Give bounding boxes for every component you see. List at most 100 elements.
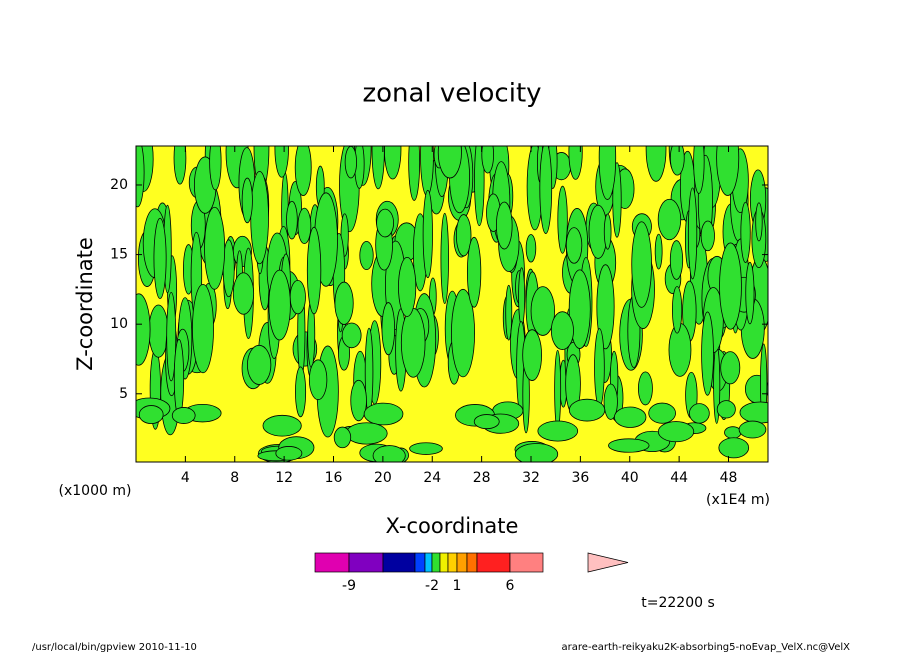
- colorbar-segment: [348, 552, 384, 573]
- field-blob: [474, 146, 485, 227]
- x-axis-label: X-coordinate: [386, 514, 519, 538]
- x-tick-label: 4: [181, 470, 190, 486]
- colorbar-segment: [439, 552, 449, 573]
- field-blob: [740, 201, 751, 263]
- field-blob: [518, 267, 526, 326]
- field-blob: [689, 403, 710, 424]
- field-blob: [400, 307, 426, 378]
- field-blob: [672, 286, 683, 334]
- time-label: t=22200 s: [641, 595, 715, 611]
- field-blob: [550, 311, 574, 350]
- x-tick-label: 12: [275, 470, 293, 486]
- field-blob: [718, 437, 750, 459]
- field-blob: [209, 146, 222, 191]
- field-blob: [204, 206, 226, 290]
- field-blob: [148, 304, 169, 358]
- colorbar-segment: [382, 552, 416, 573]
- field-blob: [381, 302, 396, 356]
- field-blob: [136, 293, 151, 366]
- colorbar-segment: [466, 552, 478, 573]
- field-blob: [637, 371, 653, 406]
- x-tick-label: 48: [720, 470, 738, 486]
- field-blob: [359, 240, 374, 271]
- field-blob: [537, 420, 579, 442]
- field-blob: [274, 146, 289, 178]
- field-blob: [669, 146, 685, 176]
- field-blob: [344, 146, 357, 179]
- field-blob: [268, 269, 291, 341]
- y-axis-label: Z-coordinate: [73, 237, 97, 371]
- field-blob: [687, 187, 698, 280]
- colorbar-segment: [424, 552, 433, 573]
- field-blob: [745, 261, 755, 325]
- field-blob: [350, 379, 367, 422]
- field-blob: [295, 366, 307, 418]
- field-blob: [568, 398, 606, 422]
- field-blob: [594, 328, 605, 408]
- field-blob: [668, 323, 692, 377]
- x-tick-label: 32: [522, 470, 540, 486]
- field-blob: [422, 189, 433, 279]
- field-blob: [250, 170, 269, 265]
- field-blob: [192, 283, 214, 374]
- field-blob: [173, 146, 187, 185]
- field-blob: [437, 146, 462, 179]
- x-tick-label: 16: [325, 470, 343, 486]
- field-blob: [383, 146, 402, 180]
- field-blob: [738, 420, 767, 439]
- field-blob: [138, 405, 164, 425]
- colorbar-segment: [314, 552, 350, 573]
- field-blob: [654, 233, 663, 270]
- field-blob: [371, 146, 385, 190]
- field-blob: [286, 200, 298, 240]
- field-blob: [376, 208, 394, 238]
- field-blob: [345, 422, 388, 445]
- field-blob: [608, 438, 650, 453]
- field-blob: [409, 442, 443, 455]
- field-blob: [568, 146, 583, 180]
- field-blob: [440, 212, 449, 305]
- field-blob: [612, 162, 622, 238]
- x-tick-label: 36: [571, 470, 589, 486]
- field-blob: [333, 426, 352, 449]
- field-blob: [262, 414, 302, 437]
- field-blob: [719, 242, 742, 330]
- field-blob: [568, 269, 591, 349]
- field-blob: [232, 272, 255, 315]
- contour-field: [136, 146, 768, 462]
- field-blob: [724, 426, 742, 439]
- field-blob: [565, 227, 583, 264]
- x-tick-label: 44: [670, 470, 688, 486]
- y-unit: (x1000 m): [59, 483, 132, 499]
- footer-left: /usr/local/bin/gpview 2010-11-10: [32, 642, 197, 653]
- field-blob: [657, 198, 682, 241]
- field-blob: [514, 443, 559, 462]
- field-blob: [720, 351, 741, 385]
- colorbar-tick-label: -9: [342, 578, 356, 594]
- field-blob: [455, 214, 472, 257]
- field-blob: [297, 207, 312, 245]
- field-blob: [289, 279, 306, 315]
- y-tick-label: 15: [110, 247, 128, 263]
- field-blob: [398, 256, 417, 317]
- field-blob: [136, 146, 145, 208]
- footer-right: arare-earth-reikyaku2K-absorbing5-noEvap…: [562, 642, 851, 653]
- field-blob: [334, 281, 354, 325]
- field-blob: [173, 339, 185, 418]
- field-blob: [525, 234, 537, 263]
- field-blob: [505, 284, 513, 341]
- field-blob: [669, 240, 684, 280]
- x-tick-label: 40: [621, 470, 639, 486]
- field-blob: [294, 146, 312, 196]
- field-blob: [603, 383, 618, 420]
- field-blob: [557, 185, 568, 254]
- colorbar-extension: [587, 552, 629, 573]
- x-tick-label: 28: [473, 470, 491, 486]
- colorbar-tick-label: 6: [506, 578, 515, 594]
- chart-title: zonal velocity: [362, 79, 541, 109]
- x-tick-label: 24: [423, 470, 441, 486]
- field-blob: [530, 286, 555, 336]
- y-tick-label: 20: [110, 177, 128, 193]
- x-tick-label: 8: [230, 470, 239, 486]
